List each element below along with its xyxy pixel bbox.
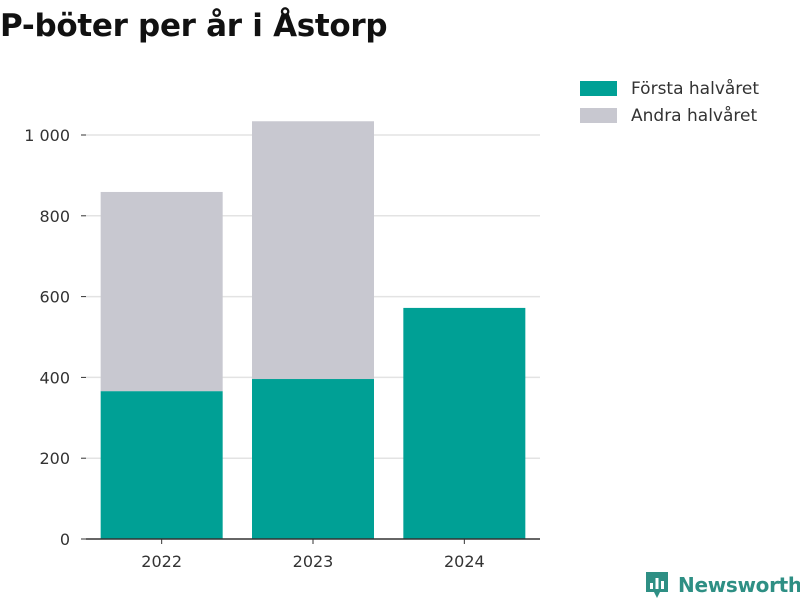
y-tick-label-0: 0 xyxy=(60,530,70,549)
bar-2023-series-1 xyxy=(252,379,374,539)
bar-2022-series-1 xyxy=(100,391,223,539)
newsworthy-logo-icon xyxy=(646,572,668,598)
y-axis: 0 200 400 600 800 1 000 xyxy=(24,126,86,549)
x-tick-label-2022: 2022 xyxy=(141,552,182,571)
legend-item-first-half: Första halvåret xyxy=(580,75,759,102)
bar-2024-series-1 xyxy=(403,307,526,539)
x-tick-label-2023: 2023 xyxy=(293,552,334,571)
y-tick-label-400: 400 xyxy=(39,368,70,387)
y-tick-label-800: 800 xyxy=(39,207,70,226)
legend: Första halvåret Andra halvåret xyxy=(580,75,759,129)
legend-swatch-second-half xyxy=(580,108,617,123)
y-tick-label-1000: 1 000 xyxy=(24,126,70,145)
y-tick-label-200: 200 xyxy=(39,449,70,468)
legend-swatch-first-half xyxy=(580,81,617,96)
legend-label-first-half: Första halvåret xyxy=(631,78,760,99)
bar-2023-series-2 xyxy=(252,121,374,380)
legend-item-second-half: Andra halvåret xyxy=(580,102,759,129)
x-tick-label-2024: 2024 xyxy=(444,552,485,571)
brand-name: Newsworthy xyxy=(678,573,800,597)
bars xyxy=(100,121,526,539)
x-axis: 2022 2023 2024 xyxy=(86,538,540,571)
chart-title: P-böter per år i Åstorp xyxy=(0,8,388,44)
brand-logo: Newsworthy xyxy=(644,570,800,600)
bar-2022-series-2 xyxy=(100,191,223,392)
y-tick-label-600: 600 xyxy=(39,288,70,307)
legend-label-second-half: Andra halvåret xyxy=(631,105,758,126)
